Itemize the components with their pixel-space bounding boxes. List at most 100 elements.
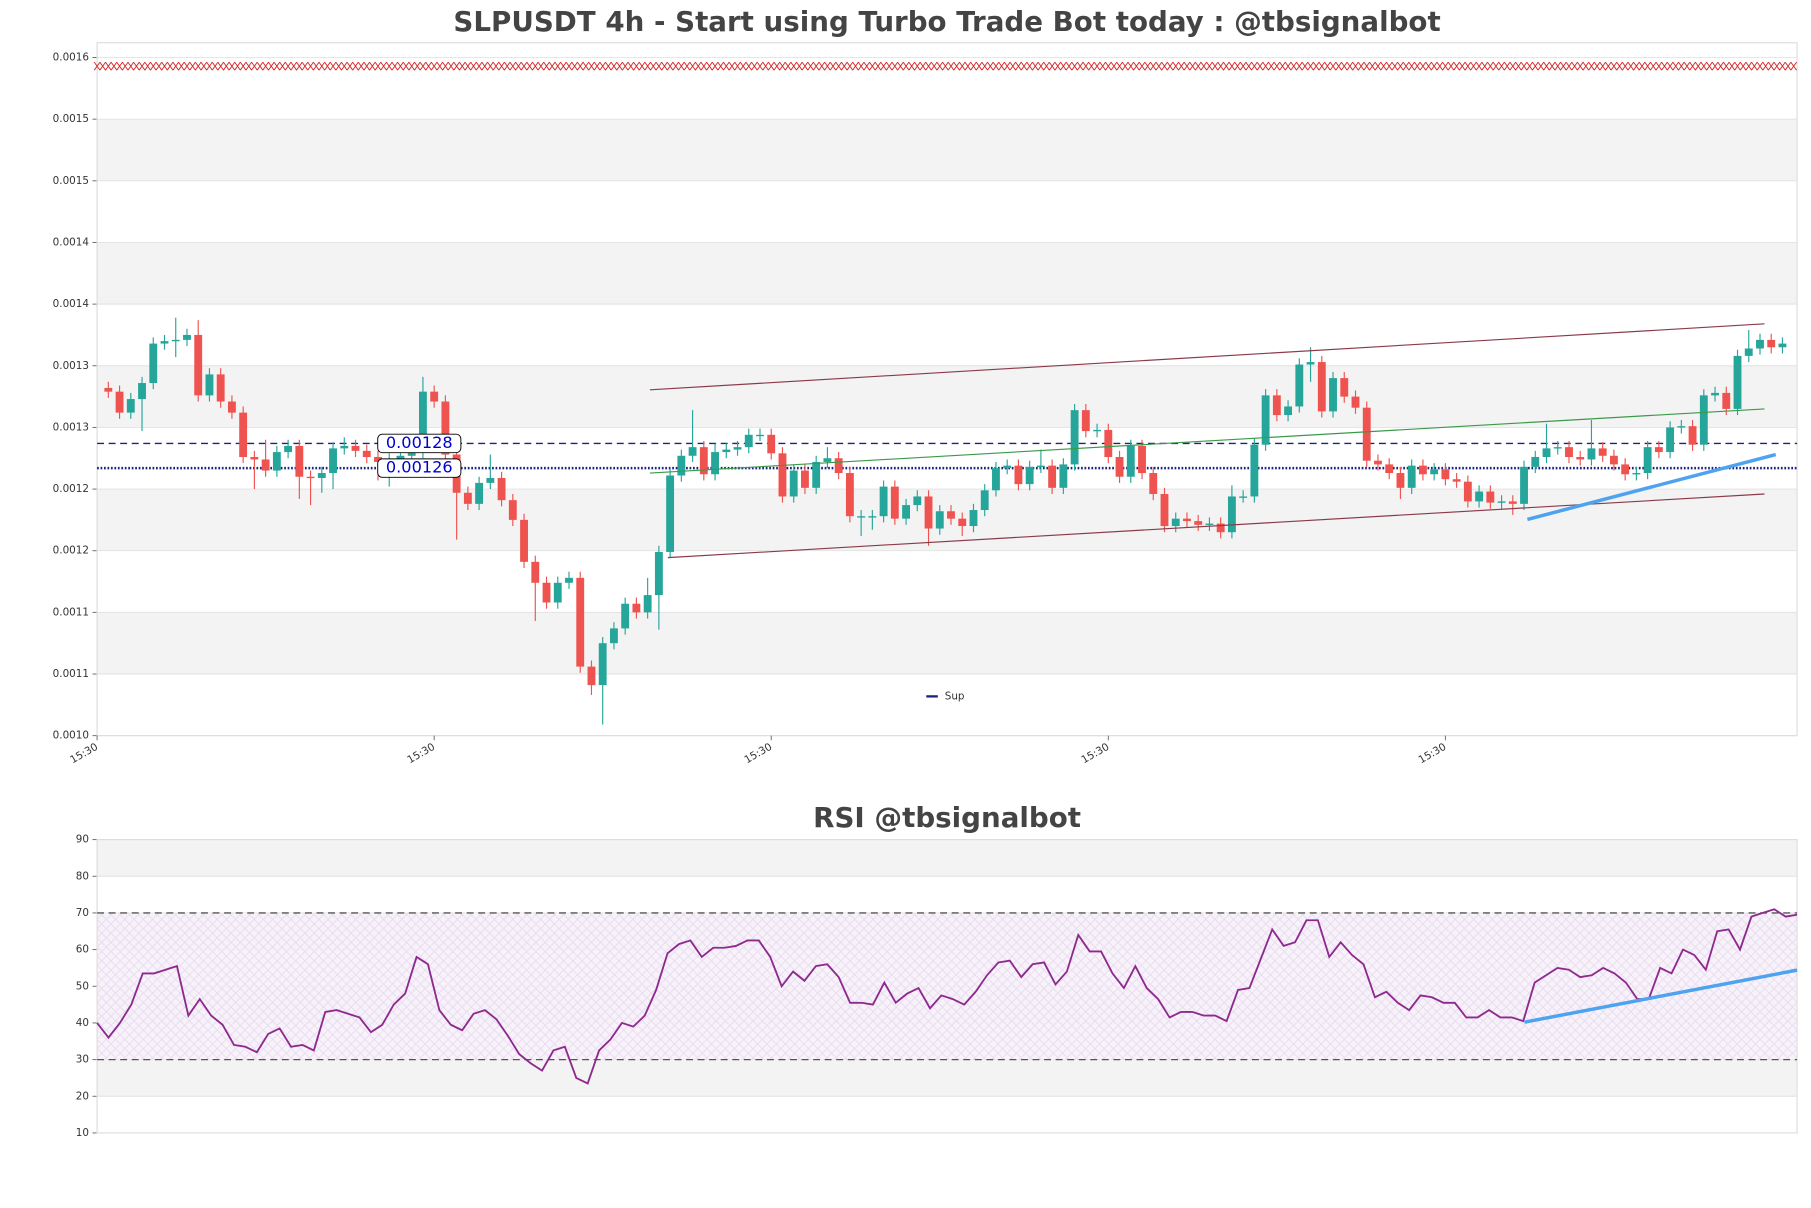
- candle-body: [778, 453, 787, 497]
- marker: [605, 61, 612, 71]
- y-tick-label: 60: [76, 944, 89, 956]
- marker: [1133, 61, 1140, 71]
- candle-body: [1374, 460, 1382, 465]
- candle-body: [879, 486, 888, 517]
- marker: [509, 61, 517, 71]
- marker: [1425, 61, 1432, 71]
- marker: [1599, 61, 1606, 71]
- candle-body: [733, 447, 742, 450]
- candle-body: [1104, 429, 1113, 458]
- marker: [1217, 61, 1224, 71]
- y-tick-label: 30: [76, 1054, 89, 1066]
- y-tick-label: 0.0013: [53, 360, 89, 372]
- marker: [515, 61, 522, 71]
- marker: [279, 61, 286, 71]
- marker: [593, 61, 601, 71]
- marker: [341, 61, 348, 71]
- candle-body: [1598, 448, 1607, 456]
- marker: [852, 61, 859, 71]
- candle-body: [1329, 378, 1337, 412]
- marker: [1509, 61, 1517, 71]
- marker: [543, 61, 550, 71]
- marker: [1296, 61, 1303, 71]
- candle-body: [272, 452, 281, 471]
- marker: [1582, 61, 1590, 71]
- marker: [273, 61, 281, 71]
- candle-body: [126, 399, 135, 413]
- candle-body: [1036, 465, 1045, 468]
- marker: [1498, 61, 1505, 71]
- marker: [402, 61, 410, 71]
- marker: [245, 61, 253, 71]
- marker: [127, 61, 135, 71]
- marker: [1121, 61, 1129, 71]
- marker: [734, 61, 741, 71]
- marker: [621, 61, 629, 71]
- marker: [723, 61, 730, 71]
- candle-body: [1149, 473, 1158, 494]
- marker: [1414, 61, 1421, 71]
- marker: [116, 61, 123, 71]
- marker: [228, 61, 236, 71]
- marker: [1194, 61, 1202, 71]
- marker: [1475, 61, 1483, 71]
- candle-body: [1284, 406, 1293, 416]
- marker: [841, 61, 848, 71]
- marker: [312, 61, 320, 71]
- marker: [161, 61, 168, 71]
- candle-body: [1093, 429, 1102, 432]
- marker: [1548, 61, 1556, 71]
- grid-band: [97, 1059, 1798, 1097]
- marker: [767, 61, 775, 71]
- marker: [110, 61, 118, 71]
- marker: [1593, 61, 1601, 71]
- candle-body: [1576, 457, 1585, 460]
- marker: [1408, 61, 1415, 71]
- marker: [1155, 61, 1163, 71]
- candle-body: [149, 343, 158, 384]
- candle-body: [1508, 501, 1517, 504]
- candle-body: [1767, 339, 1776, 348]
- marker: [627, 61, 635, 71]
- marker: [897, 61, 904, 71]
- candle-body: [913, 496, 922, 506]
- candle-body: [1126, 445, 1135, 477]
- candle-body: [722, 449, 731, 453]
- marker: [1279, 61, 1286, 71]
- series-line: [96, 908, 1798, 1085]
- candle-body: [239, 412, 248, 458]
- marker: [1464, 61, 1472, 71]
- plot-frame: [96, 42, 1798, 737]
- candle-body: [183, 334, 191, 340]
- candle-body: [1295, 364, 1304, 407]
- marker: [369, 61, 376, 71]
- candle-body: [598, 643, 607, 686]
- candle-body: [1497, 501, 1506, 503]
- grid-band: [97, 119, 1798, 181]
- candle-body: [160, 341, 169, 344]
- candle-body: [823, 458, 832, 462]
- candle-body: [688, 447, 697, 456]
- marker: [1790, 61, 1797, 71]
- candle-body: [194, 334, 203, 396]
- marker: [582, 61, 590, 71]
- candle-body: [1205, 523, 1214, 525]
- marker: [1565, 61, 1573, 71]
- marker: [419, 61, 427, 71]
- candle-body: [744, 434, 753, 448]
- candle-body: [138, 383, 146, 400]
- marker: [464, 61, 472, 71]
- marker: [166, 61, 174, 71]
- marker: [1717, 61, 1724, 71]
- marker: [1616, 61, 1623, 71]
- marker: [284, 61, 292, 71]
- y-tick-label: 0.0011: [53, 606, 89, 618]
- candle-body: [902, 505, 910, 519]
- marker: [1048, 61, 1056, 71]
- candle-body: [329, 448, 337, 474]
- candle-body: [1632, 473, 1641, 475]
- marker: [1694, 61, 1702, 71]
- marker: [666, 61, 674, 71]
- marker: [1318, 61, 1326, 71]
- candle-body: [475, 482, 484, 504]
